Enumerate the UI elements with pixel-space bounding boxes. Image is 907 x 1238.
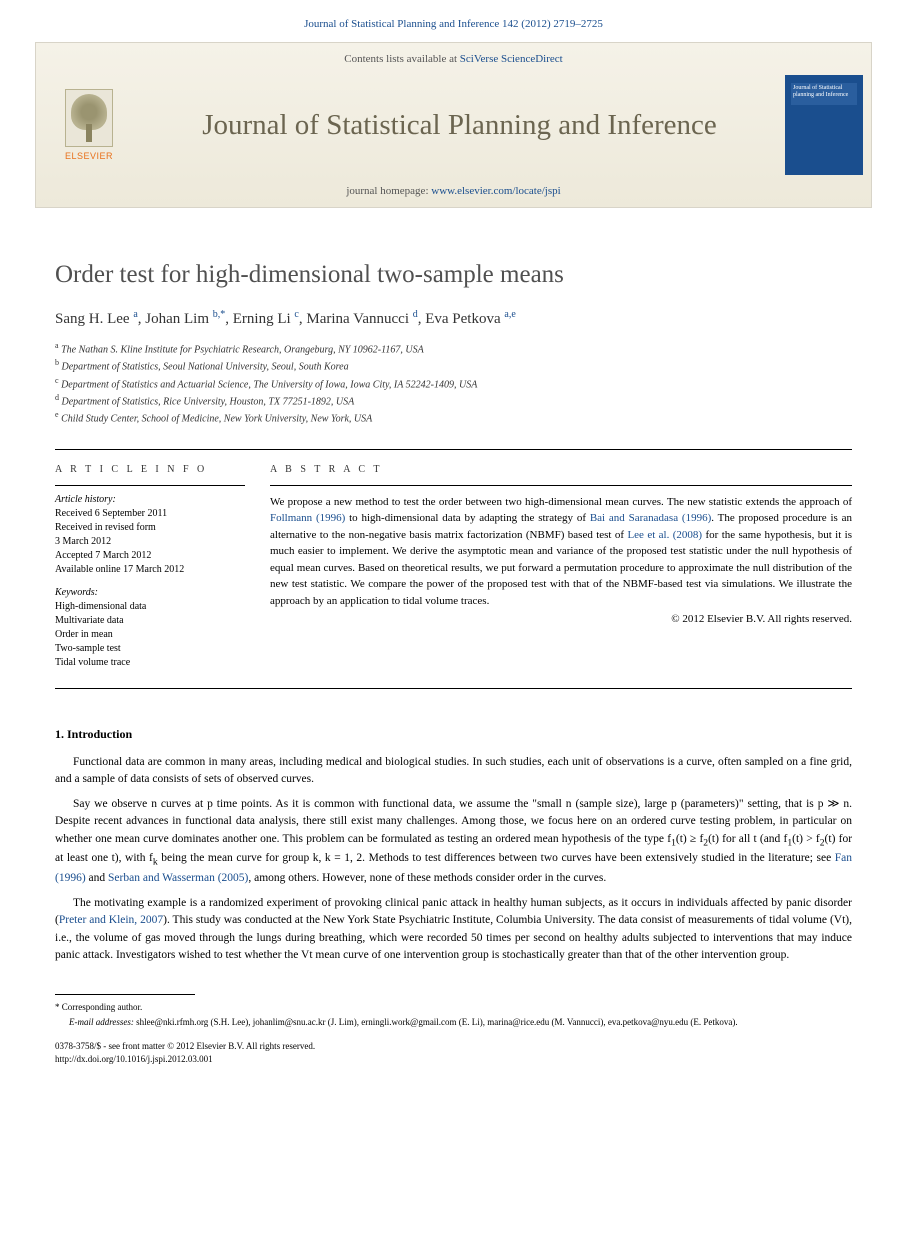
intro-para-3: The motivating example is a randomized e… — [55, 895, 852, 964]
abstract-heading: A B S T R A C T — [270, 464, 852, 475]
article-info-column: A R T I C L E I N F O Article history: R… — [55, 464, 270, 670]
banner-mid-row: ELSEVIER Journal of Statistical Planning… — [36, 71, 871, 179]
article-body: Order test for high-dimensional two-samp… — [0, 216, 907, 1098]
affiliation-line: e Child Study Center, School of Medicine… — [55, 409, 852, 426]
journal-title: Journal of Statistical Planning and Infe… — [134, 109, 785, 142]
footer-divider — [55, 994, 195, 995]
journal-banner: Contents lists available at SciVerse Sci… — [35, 42, 872, 208]
issn-line: 0378-3758/$ - see front matter © 2012 El… — [55, 1040, 852, 1053]
info-abstract-row: A R T I C L E I N F O Article history: R… — [55, 450, 852, 689]
affiliations-block: a The Nathan S. Kline Institute for Psyc… — [55, 340, 852, 427]
abstract-divider — [270, 485, 852, 486]
journal-cover-thumb: Journal of Statistical planning and Infe… — [785, 75, 863, 175]
ref-lee-2008[interactable]: Lee et al. (2008) — [627, 529, 702, 541]
authors-line: Sang H. Lee a, Johan Lim b,*, Erning Li … — [55, 309, 852, 328]
intro-para-2: Say we observe n curves at p time points… — [55, 796, 852, 887]
info-divider — [55, 485, 245, 486]
banner-homepage-line: journal homepage: www.elsevier.com/locat… — [36, 179, 871, 207]
contents-prefix: Contents lists available at — [344, 53, 459, 65]
article-title: Order test for high-dimensional two-samp… — [55, 261, 852, 289]
intro-para-1: Functional data are common in many areas… — [55, 754, 852, 789]
emails-text: shlee@nki.rfmh.org (S.H. Lee), johanlim@… — [134, 1017, 738, 1027]
cover-thumb-text: Journal of Statistical planning and Infe… — [793, 85, 863, 99]
article-info-heading: A R T I C L E I N F O — [55, 464, 245, 475]
affiliation-line: b Department of Statistics, Seoul Nation… — [55, 357, 852, 374]
affiliation-line: d Department of Statistics, Rice Univers… — [55, 392, 852, 409]
ref-bai-saranadasa-1996[interactable]: Bai and Saranadasa (1996) — [590, 512, 711, 524]
emails-note: E-mail addresses: shlee@nki.rfmh.org (S.… — [55, 1016, 852, 1029]
abstract-column: A B S T R A C T We propose a new method … — [270, 464, 852, 670]
affiliation-line: c Department of Statistics and Actuarial… — [55, 375, 852, 392]
elsevier-tree-icon — [65, 89, 113, 147]
header-citation: Journal of Statistical Planning and Infe… — [0, 0, 907, 42]
affiliation-line: a The Nathan S. Kline Institute for Psyc… — [55, 340, 852, 357]
homepage-link[interactable]: www.elsevier.com/locate/jspi — [431, 185, 560, 197]
corresponding-author-note: * Corresponding author. — [55, 1001, 852, 1014]
homepage-prefix: journal homepage: — [346, 185, 431, 197]
banner-contents-line: Contents lists available at SciVerse Sci… — [36, 43, 871, 71]
doi-line: http://dx.doi.org/10.1016/j.jspi.2012.03… — [55, 1053, 852, 1066]
emails-label: E-mail addresses: — [69, 1017, 134, 1027]
history-label: Article history: — [55, 494, 245, 505]
keywords-label: Keywords: — [55, 587, 245, 598]
history-text: Received 6 September 2011Received in rev… — [55, 507, 245, 577]
ref-preter-klein-2007[interactable]: Preter and Klein, 2007 — [59, 914, 163, 926]
elsevier-text: ELSEVIER — [65, 151, 113, 161]
intro-heading: 1. Introduction — [55, 727, 852, 742]
ref-serban-wasserman-2005[interactable]: Serban and Wasserman (2005) — [108, 872, 248, 884]
keywords-text: High-dimensional dataMultivariate dataOr… — [55, 600, 245, 670]
abstract-text: We propose a new method to test the orde… — [270, 494, 852, 610]
abstract-copyright: © 2012 Elsevier B.V. All rights reserved… — [270, 613, 852, 625]
elsevier-logo: ELSEVIER — [44, 80, 134, 170]
ref-follmann-1996[interactable]: Follmann (1996) — [270, 512, 345, 524]
sciencedirect-link[interactable]: SciVerse ScienceDirect — [460, 53, 563, 65]
